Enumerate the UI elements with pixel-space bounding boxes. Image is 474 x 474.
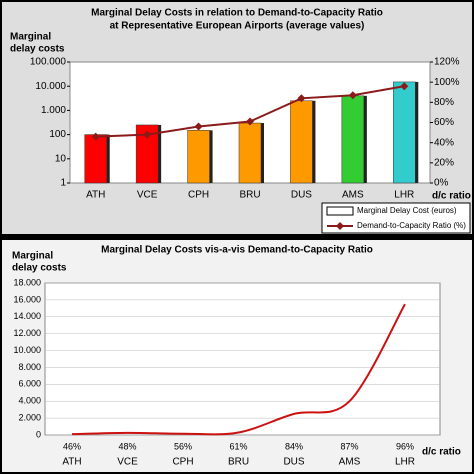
legend-label: Marginal Delay Cost (euros) [357,206,457,215]
x-tick-label: ATH [62,457,81,468]
y-tick-label: 0 [36,429,41,439]
legend-swatch [336,222,344,230]
y-tick-label: 6.000 [18,379,41,389]
x-tick-label: LHR [394,190,414,201]
y2-tick-label: 80% [434,97,454,108]
title: Marginal Delay Costs vis-a-vis Demand-to… [101,245,373,256]
y-tick-label: 18.000 [13,277,41,287]
line [71,303,406,436]
y-tick-label: 8.000 [18,362,41,372]
y2-tick-label: 20% [434,157,454,168]
bottom-plot-area [44,282,441,436]
x-tick-label: 56% [174,441,192,451]
legend-label: Demand-to-Capacity Ratio (%) [357,221,466,230]
y-tick-label: 14.000 [13,311,41,321]
y-tick-label: 1.000 [41,105,66,116]
y2-tick-label: 120% [434,57,460,68]
y-tick-label: 4.000 [18,396,41,406]
x-label: d/c ratio [432,191,471,202]
marker [91,132,100,141]
marker [400,82,409,91]
x-tick-label: 48% [118,441,136,451]
x-tick-label: 84% [285,441,303,451]
y2-tick-label: 40% [434,137,454,148]
bar [187,130,210,184]
bar [238,122,262,184]
y-tick-label: 16.000 [13,294,41,304]
y-tick-label: 100 [49,129,66,140]
bar [393,81,416,184]
marker [246,117,254,126]
y-label: delay costs [10,44,65,55]
y-tick-label: 10.000 [35,81,66,92]
x-tick-label: BRU [239,190,260,201]
x-tick-label: DUS [291,190,312,201]
title: at Representative European Airports (ave… [110,21,365,32]
x-tick-label: 96% [396,441,414,451]
x-tick-label: CPH [172,457,193,468]
x-label: d/c ratio [422,447,461,458]
marker [194,122,203,131]
y2-tick-label: 100% [434,77,460,88]
x-tick-label: VCE [117,457,138,468]
y-tick-label: 1 [60,178,66,189]
x-tick-label: LHR [395,457,415,468]
x-tick-label: 87% [340,441,358,451]
x-tick-label: DUS [283,457,304,468]
y-tick-label: 10 [55,153,67,164]
bar [341,95,365,184]
y-tick-label: 100.000 [30,57,67,68]
x-tick-label: AMS [342,190,364,201]
marker [143,130,152,139]
marker [297,94,306,103]
x-tick-label: AMS [339,457,361,468]
bar [290,100,313,184]
y2-tick-label: 0% [434,178,449,189]
x-tick-label: 61% [229,441,247,451]
x-tick-label: VCE [137,190,158,201]
y-label: Marginal [12,251,53,262]
title: Marginal Delay Costs in relation to Dema… [91,8,383,19]
x-tick-label: CPH [188,190,209,201]
bar [135,124,159,184]
legend [321,202,471,234]
bar [84,134,107,184]
marker [348,91,357,100]
x-tick-label: ATH [86,190,105,201]
y-tick-label: 10.000 [13,345,41,355]
x-tick-label: BRU [228,457,249,468]
y-tick-label: 2.000 [18,412,41,422]
y-label: delay costs [12,263,67,274]
legend-swatch [326,206,354,216]
y-label: Marginal [10,32,51,43]
y2-tick-label: 60% [434,117,454,128]
x-tick-label: 46% [63,441,81,451]
y-tick-label: 12.000 [13,328,41,338]
